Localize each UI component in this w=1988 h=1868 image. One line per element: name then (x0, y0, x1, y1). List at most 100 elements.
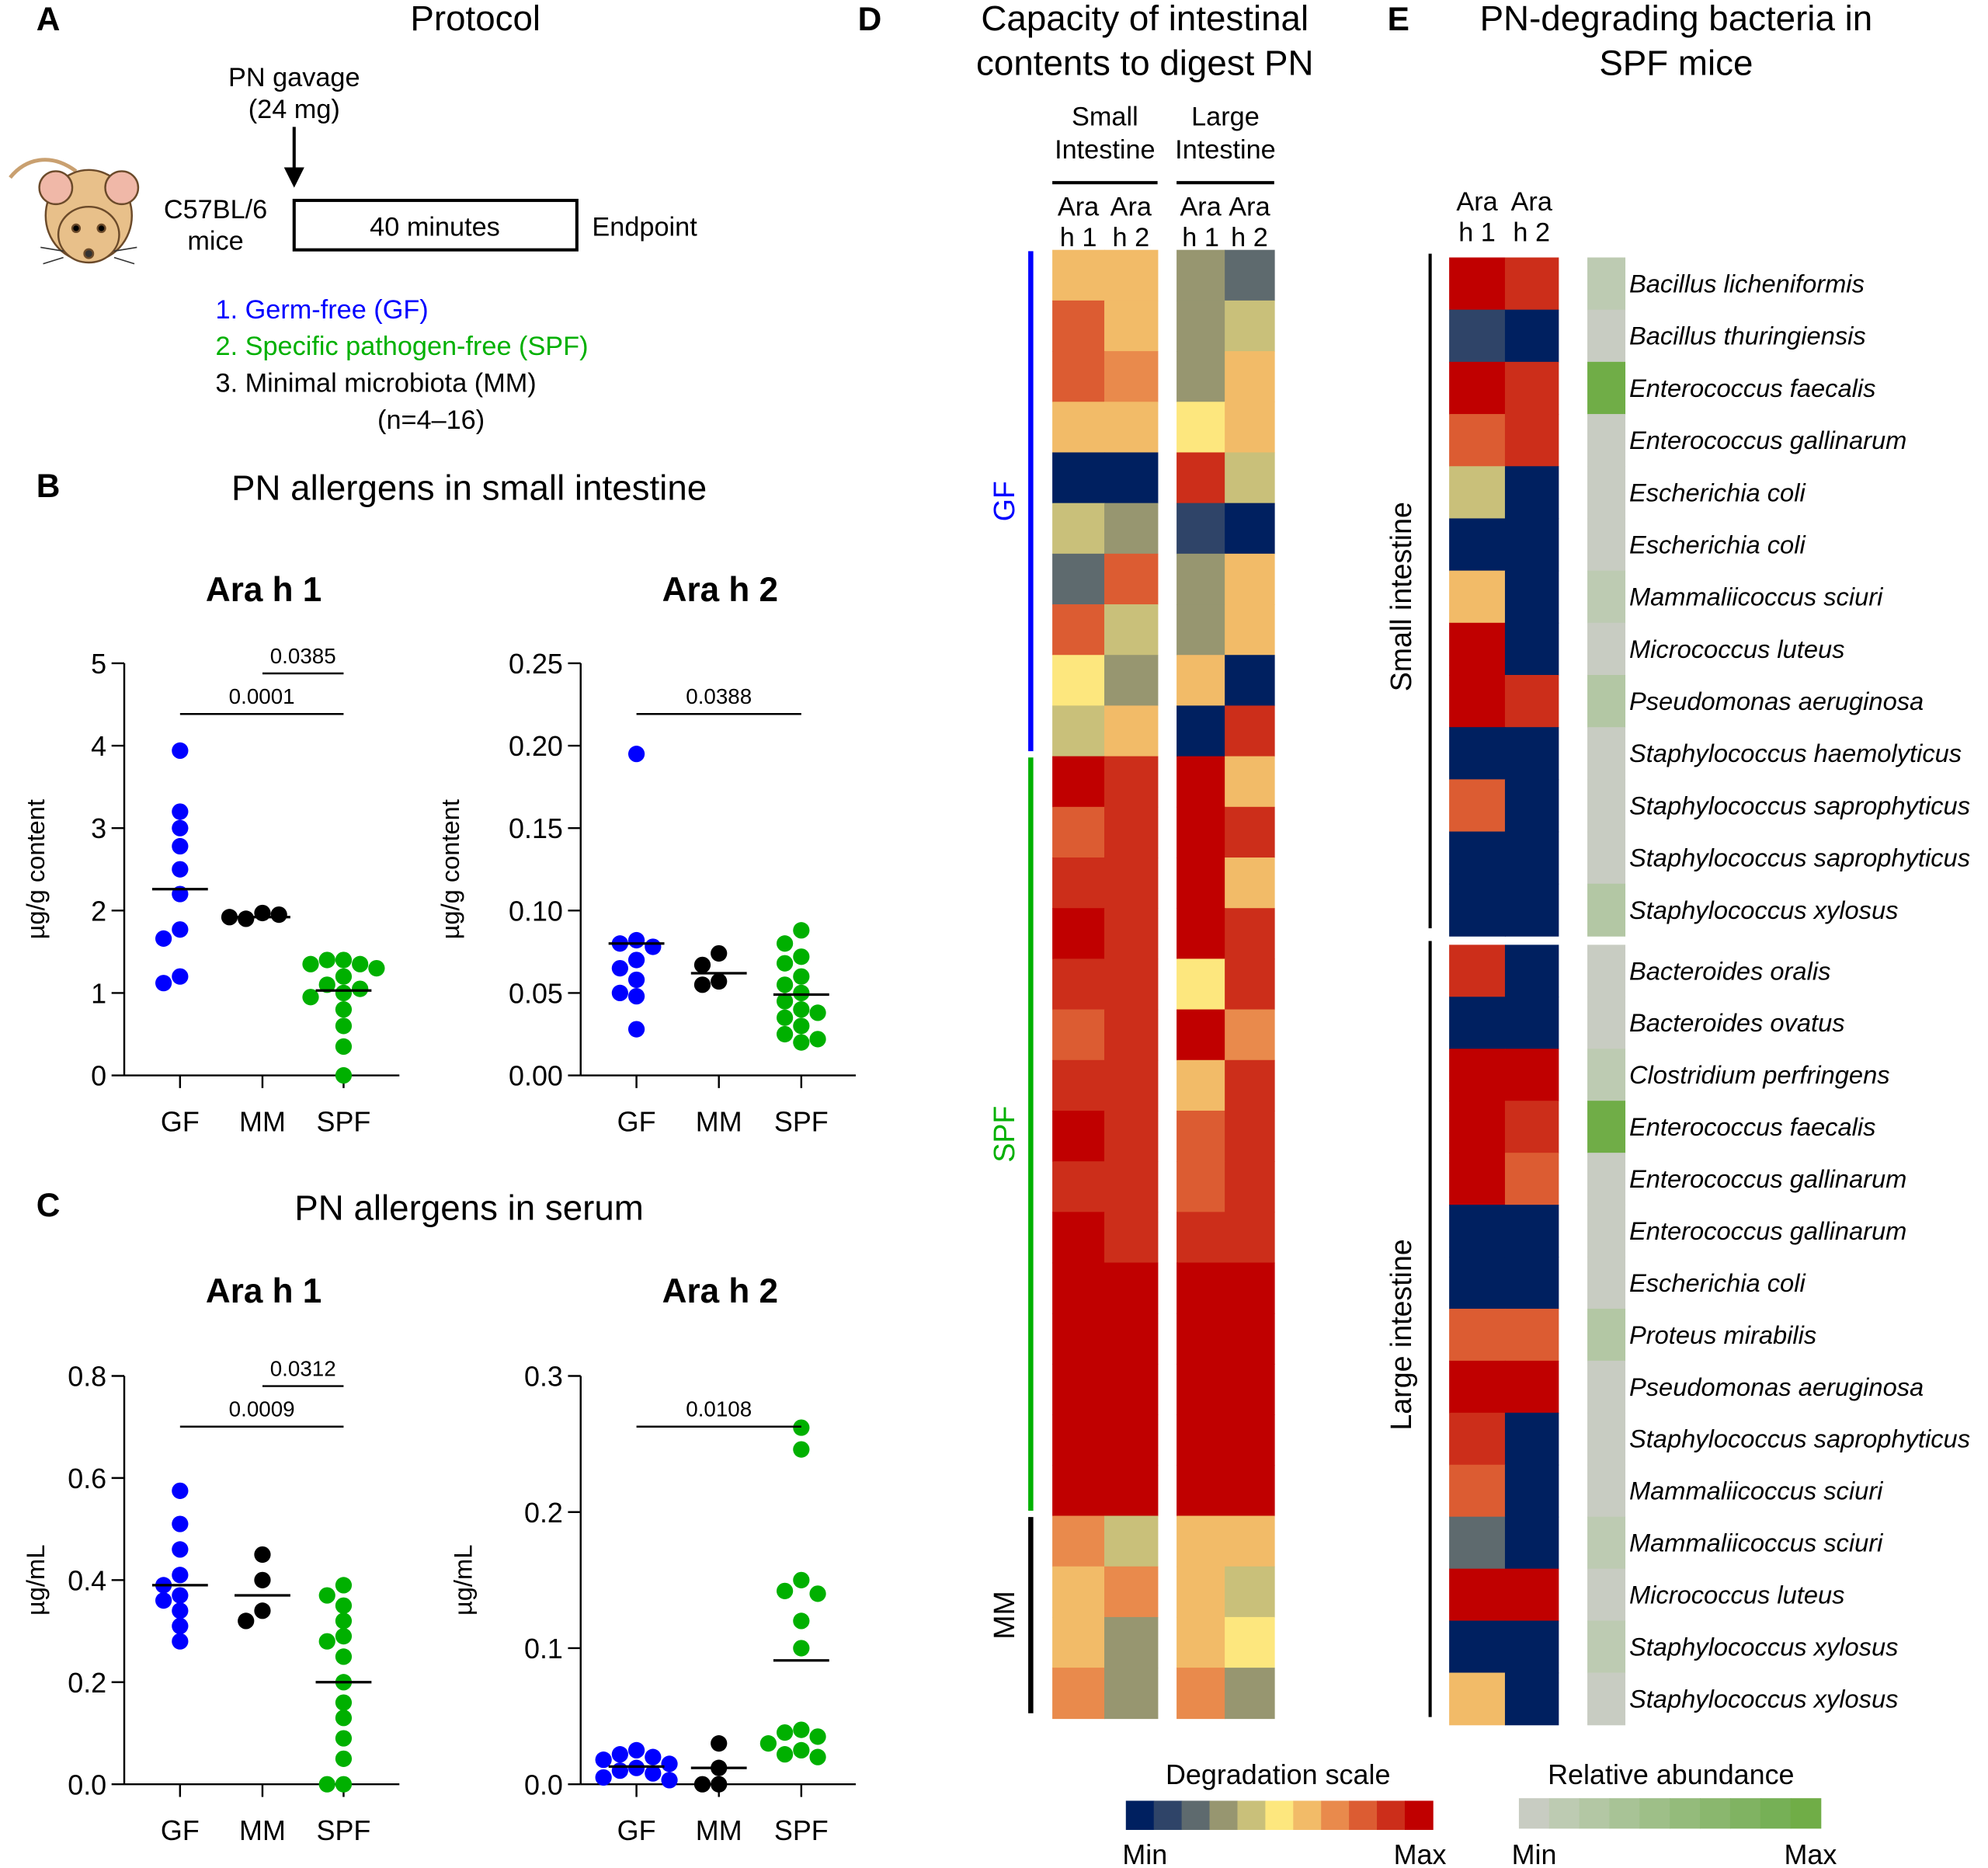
x-tick-label: GF (161, 1814, 200, 1846)
species-label: Mammaliicoccus sciuri (1629, 1529, 1883, 1557)
heatmap-cell (1225, 1110, 1275, 1162)
data-point (318, 976, 335, 993)
abundance-cell (1587, 1568, 1626, 1622)
x-tick-label: SPF (317, 1105, 371, 1137)
species-label: Escherichia coli (1629, 530, 1806, 558)
heatmap-cell (1225, 655, 1275, 707)
row-group-label: GF (988, 481, 1020, 521)
data-point (595, 1769, 612, 1786)
heatmap-cell (1504, 518, 1559, 572)
heatmap-cell (1052, 351, 1105, 403)
heatmap-cell (1176, 1414, 1225, 1466)
data-point (627, 1759, 645, 1776)
abundance-cell (1587, 1516, 1626, 1570)
p-value: 0.0108 (686, 1397, 752, 1421)
data-point (368, 959, 385, 977)
data-point (777, 976, 794, 993)
heatmap-cell (1504, 831, 1559, 885)
data-point (627, 931, 645, 949)
species-label: Staphylococcus xylosus (1629, 1632, 1899, 1661)
heatmap-cell (1052, 705, 1105, 757)
panel-title: Capacity of intestinal (981, 0, 1309, 38)
data-point (318, 1776, 335, 1793)
heatmap-cell (1225, 1616, 1275, 1668)
species-label: Staphylococcus haemolyticus (1629, 739, 1962, 767)
panel-title-line-2: SPF mice (1599, 43, 1753, 82)
heatmap-cell (1504, 883, 1559, 937)
heatmap-cell (1504, 1360, 1559, 1414)
heatmap-cell (1504, 1257, 1559, 1310)
abundance-cell (1587, 727, 1626, 781)
gavage-dose: (24 mg) (248, 95, 340, 124)
heatmap-cell (1052, 452, 1105, 504)
group-list-item: 1. Germ-free (GF) (216, 295, 429, 325)
heatmap-cell (1104, 1566, 1159, 1618)
legend-swatch (1349, 1800, 1378, 1830)
data-point (645, 1765, 662, 1782)
heatmap-cell (1449, 997, 1506, 1050)
heatmap-cell (1449, 1672, 1506, 1726)
heatmap-cell (1504, 1308, 1559, 1362)
scatter-chart: Ara h 1 0 1 2 3 4 5 µg/g content GF MM SPF 0.0001 0.… (21, 571, 400, 1137)
heatmap-cell (1052, 1212, 1105, 1264)
heatmap-cell (1104, 655, 1159, 707)
column-label: Ara (1456, 187, 1498, 217)
heatmap-cell (1176, 1616, 1225, 1668)
data-point (335, 984, 353, 1002)
y-axis-label: µg/g content (21, 799, 50, 939)
data-point (172, 1515, 189, 1532)
heatmap-cell (1176, 1059, 1225, 1111)
data-point (627, 951, 645, 969)
row-group-label: MM (988, 1591, 1020, 1640)
heatmap-cell (1225, 1161, 1275, 1213)
data-point (777, 1724, 794, 1741)
data-point (352, 955, 369, 972)
panel-label: D (858, 1, 882, 37)
panel-title: Protocol (410, 0, 540, 38)
heatmap-cell (1176, 655, 1225, 707)
heatmap-cell (1504, 727, 1559, 781)
column-label: h 2 (1513, 217, 1550, 247)
species-label: Enterococcus gallinarum (1629, 426, 1906, 454)
heatmap-cell (1225, 958, 1275, 1011)
column-label: Ara (1110, 193, 1152, 222)
y-tick-label: 0.10 (509, 895, 563, 927)
data-point (627, 971, 645, 989)
abundance-cell (1587, 309, 1626, 363)
heatmap-cell (1225, 503, 1275, 555)
data-point (661, 1755, 678, 1772)
heatmap-cell (1504, 1620, 1559, 1674)
heatmap-cell (1449, 570, 1506, 624)
heatmap-cell (1052, 1668, 1105, 1720)
panel-label: C (36, 1187, 61, 1223)
p-value: 0.0001 (229, 684, 295, 708)
heatmap-cell (1104, 1414, 1159, 1466)
abundance-cell (1587, 944, 1626, 998)
data-point (777, 993, 794, 1010)
panel-title: PN allergens in serum (294, 1188, 644, 1228)
heatmap-cell (1104, 351, 1159, 403)
heatmap-cell (1104, 402, 1159, 454)
group-list-item: 3. Minimal microbiota (MM) (216, 369, 537, 398)
heatmap-cell (1449, 466, 1506, 520)
color-legends: Degradation scale Min Max Relative abundanc… (1122, 1758, 1837, 1868)
x-tick-label: GF (161, 1105, 200, 1137)
data-point (335, 1694, 353, 1711)
heatmap-cell (1504, 1205, 1559, 1258)
data-point (645, 938, 662, 955)
heatmap-cell (1176, 1110, 1225, 1162)
abundance-cell (1587, 831, 1626, 885)
abundance-cell (1587, 466, 1626, 520)
heatmap-cell (1052, 1515, 1105, 1567)
duration-label: 40 minutes (370, 213, 500, 242)
data-point (335, 1001, 353, 1018)
abundance-cell (1587, 1360, 1626, 1414)
abundance-cell (1587, 622, 1626, 676)
heatmap-cell (1225, 705, 1275, 757)
legend-swatch (1729, 1798, 1761, 1829)
data-point (611, 1746, 628, 1763)
heatmap-cell (1449, 674, 1506, 729)
data-point (627, 988, 645, 1005)
